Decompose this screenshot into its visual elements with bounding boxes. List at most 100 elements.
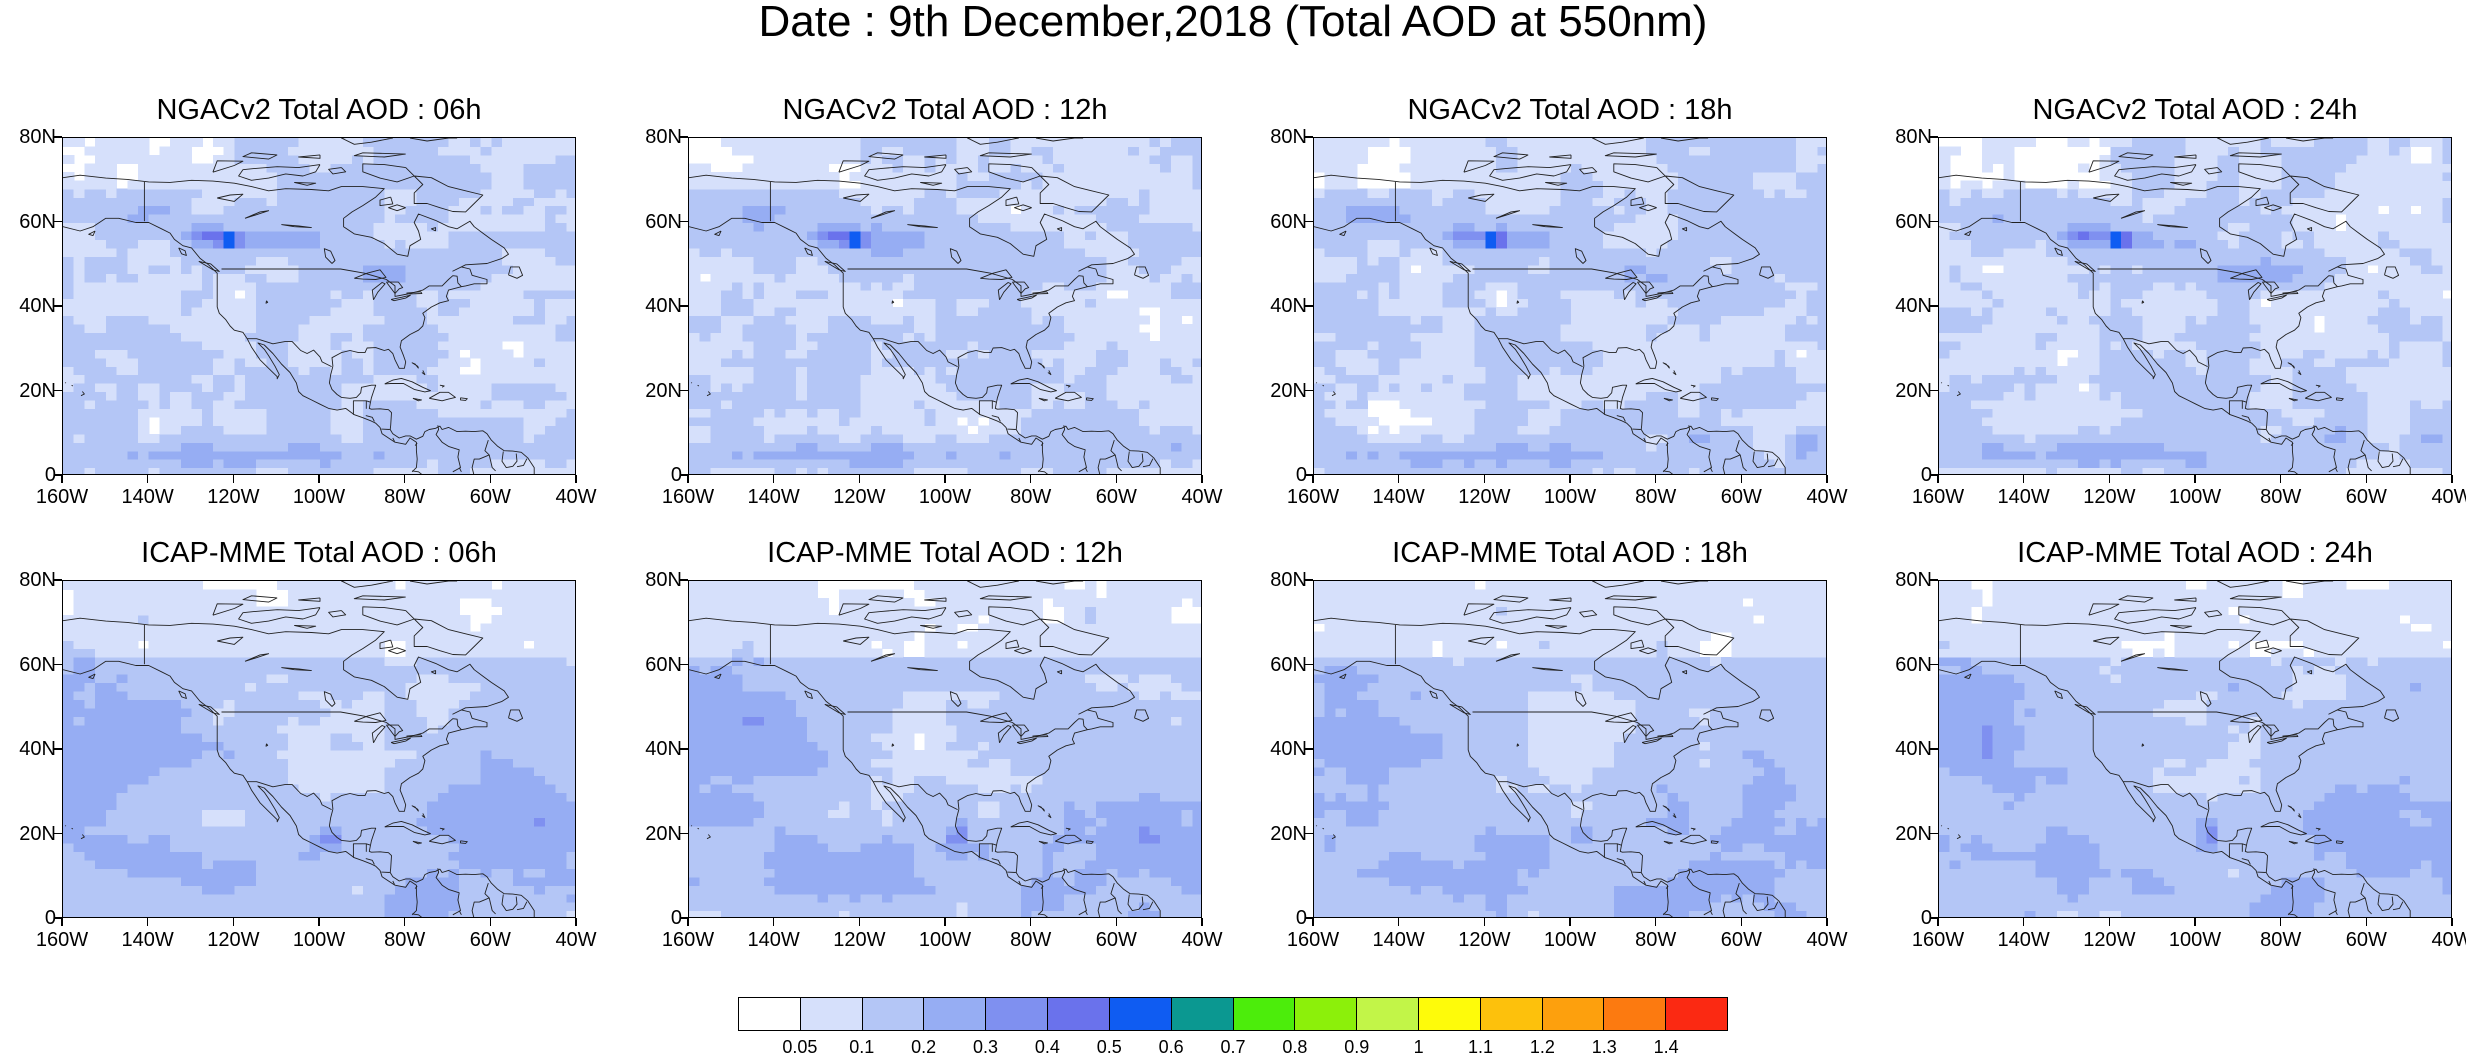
lon-tick-label: 40W (2431, 487, 2466, 507)
colorbar-box-8 (1234, 998, 1296, 1030)
lon-tick-mark (1484, 475, 1486, 483)
lat-tick-mark (54, 136, 62, 138)
lon-tick-label: 120W (2083, 487, 2135, 507)
lon-tick-mark (1398, 918, 1400, 926)
colorbar-box-15 (1666, 998, 1727, 1030)
lon-tick-label: 40W (1806, 487, 1847, 507)
lon-tick-mark (1312, 475, 1314, 483)
colorbar-label: 1.4 (1654, 1038, 1679, 1056)
lat-tick-mark (680, 748, 688, 750)
lon-tick-mark (2451, 475, 2453, 483)
lat-tick-mark (680, 221, 688, 223)
lon-tick-mark (2280, 918, 2282, 926)
colorbar-label: 1.1 (1468, 1038, 1493, 1056)
lon-tick-mark (687, 918, 689, 926)
colorbar-box-9 (1295, 998, 1357, 1030)
lon-tick-mark (1030, 918, 1032, 926)
lon-tick-mark (2109, 475, 2111, 483)
lon-tick-mark (1741, 918, 1743, 926)
lon-tick-mark (1826, 475, 1828, 483)
colorbar-label: 1.3 (1592, 1038, 1617, 1056)
aod-field (689, 581, 1202, 918)
colorbar-label: 1 (1414, 1038, 1424, 1056)
lat-tick-label: 80N (1270, 570, 1307, 590)
lat-tick-label: 20N (1270, 824, 1307, 844)
panel-title: NGACv2 Total AOD : 18h (1273, 93, 1867, 127)
lon-tick-label: 80W (1010, 487, 1051, 507)
lon-tick-label: 160W (36, 487, 88, 507)
lon-tick-label: 160W (662, 487, 714, 507)
lat-tick-label: 80N (1270, 127, 1307, 147)
panel-title: NGACv2 Total AOD : 24h (1898, 93, 2466, 127)
lat-tick-mark (1930, 136, 1938, 138)
aod-map (689, 138, 1202, 475)
colorbar-box-1 (801, 998, 863, 1030)
lat-tick-label: 40N (1270, 739, 1307, 759)
lat-tick-mark (680, 833, 688, 835)
lon-tick-mark (490, 475, 492, 483)
lon-tick-mark (1655, 475, 1657, 483)
lat-tick-label: 80N (1895, 570, 1932, 590)
panel-title: ICAP-MME Total AOD : 12h (648, 536, 1242, 570)
lat-tick-mark (54, 833, 62, 835)
aod-map (689, 581, 1202, 918)
lon-tick-mark (147, 475, 149, 483)
lat-tick-mark (54, 221, 62, 223)
lon-tick-label: 80W (2260, 487, 2301, 507)
colorbar-label: 0.9 (1344, 1038, 1369, 1056)
aod-map (1314, 138, 1827, 475)
lon-tick-label: 160W (36, 930, 88, 950)
lon-tick-mark (233, 918, 235, 926)
lon-tick-label: 40W (555, 930, 596, 950)
lon-tick-mark (1937, 475, 1939, 483)
lon-tick-mark (859, 475, 861, 483)
lat-tick-mark (1305, 579, 1313, 581)
lat-tick-mark (54, 579, 62, 581)
lat-tick-label: 20N (1895, 824, 1932, 844)
panel-title: NGACv2 Total AOD : 12h (648, 93, 1242, 127)
lon-tick-mark (2023, 475, 2025, 483)
colorbar-label: 0.4 (1035, 1038, 1060, 1056)
colorbar-label: 0.05 (782, 1038, 817, 1056)
lon-tick-mark (2109, 918, 2111, 926)
lon-tick-label: 160W (662, 930, 714, 950)
lat-tick-label: 60N (19, 655, 56, 675)
lon-tick-mark (1569, 918, 1571, 926)
lon-tick-mark (2194, 475, 2196, 483)
colorbar-label: 0.2 (911, 1038, 936, 1056)
colorbar-box-11 (1419, 998, 1481, 1030)
figure-title: Date : 9th December,2018 (Total AOD at 5… (0, 0, 2466, 44)
map-area (1313, 580, 1827, 918)
lat-tick-label: 40N (645, 296, 682, 316)
lon-tick-label: 100W (2169, 930, 2221, 950)
lon-tick-label: 60W (1096, 487, 1137, 507)
lon-tick-mark (404, 475, 406, 483)
aod-map (63, 138, 576, 475)
map-area (62, 137, 576, 475)
lon-tick-label: 60W (470, 930, 511, 950)
lat-tick-label: 80N (19, 570, 56, 590)
lon-tick-mark (773, 475, 775, 483)
lat-tick-mark (1930, 390, 1938, 392)
lon-tick-label: 120W (833, 930, 885, 950)
lon-tick-label: 120W (207, 487, 259, 507)
lon-tick-label: 40W (1181, 930, 1222, 950)
lat-tick-mark (54, 664, 62, 666)
aod-field (63, 581, 576, 918)
colorbar-box-3 (924, 998, 986, 1030)
lat-tick-mark (1305, 390, 1313, 392)
lon-tick-mark (318, 475, 320, 483)
lon-tick-mark (944, 918, 946, 926)
colorbar-box-4 (986, 998, 1048, 1030)
lon-tick-mark (147, 918, 149, 926)
lon-tick-label: 100W (293, 487, 345, 507)
lat-tick-label: 20N (19, 824, 56, 844)
lon-tick-mark (1937, 918, 1939, 926)
lon-tick-label: 80W (1010, 930, 1051, 950)
lat-tick-label: 40N (1895, 296, 1932, 316)
